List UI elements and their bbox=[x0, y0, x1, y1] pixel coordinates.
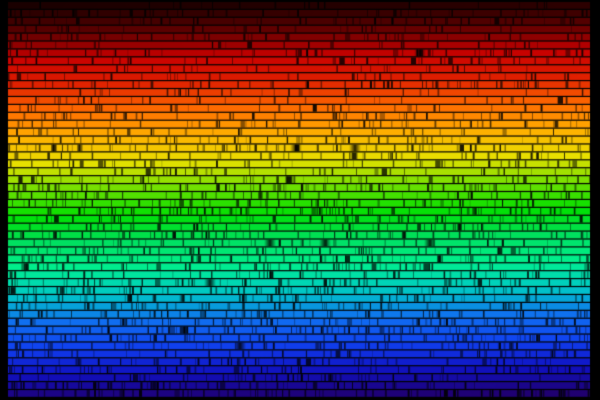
spectrum-canvas bbox=[0, 0, 600, 400]
solar-spectrum-image bbox=[0, 0, 600, 400]
